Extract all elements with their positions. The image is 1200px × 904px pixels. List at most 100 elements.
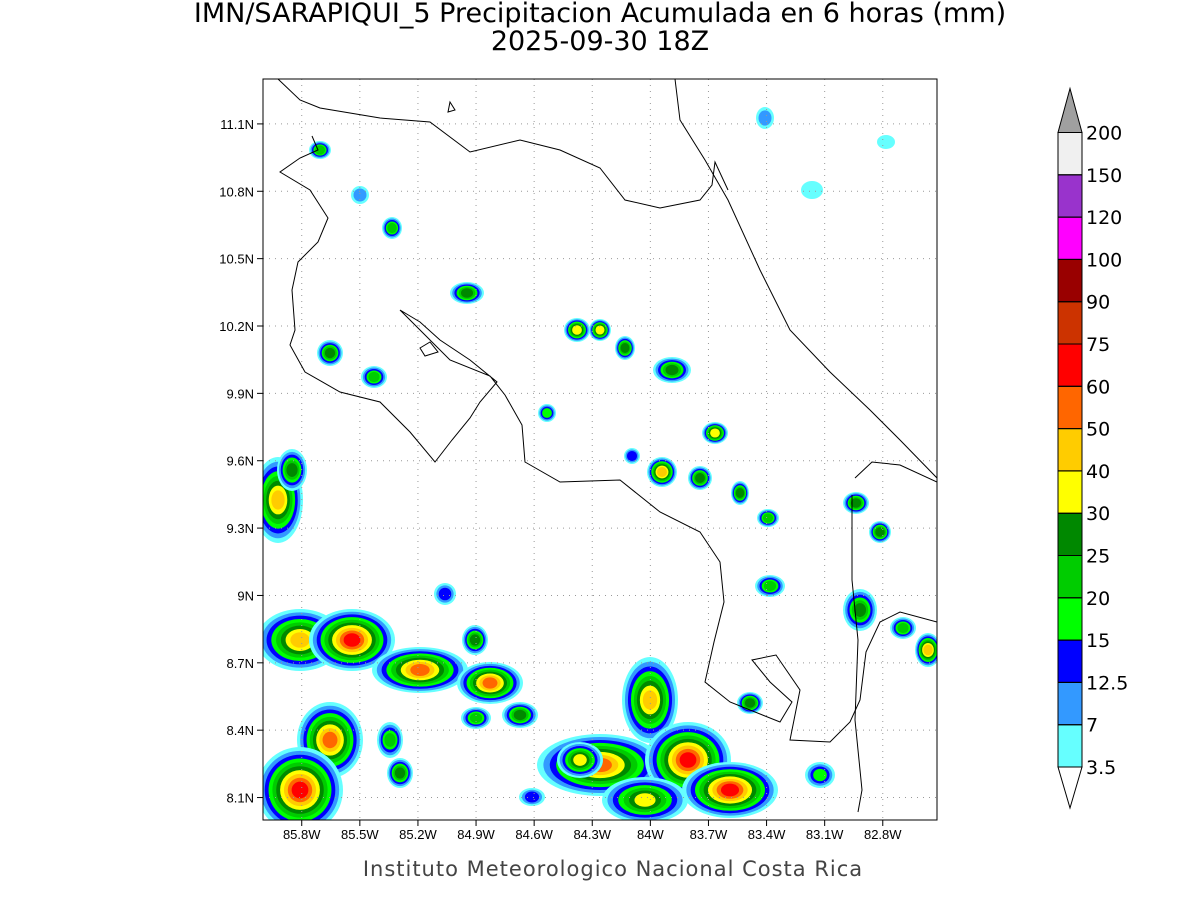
- precip-cell: [387, 222, 397, 234]
- colorbar-label: 40: [1086, 461, 1110, 483]
- x-tick-label: 84W: [637, 827, 664, 842]
- precip-cell: [324, 347, 336, 359]
- colorbar-label: 120: [1086, 207, 1122, 229]
- precip-cell: [469, 634, 481, 646]
- precip-cell: [513, 709, 527, 721]
- precip-cell: [801, 181, 823, 199]
- coast: [854, 461, 937, 483]
- precip-cell: [460, 288, 474, 298]
- precip-cell: [595, 325, 605, 335]
- coast: [674, 79, 937, 479]
- precip-cell: [853, 603, 867, 617]
- x-tick-label: 83.7W: [690, 827, 728, 842]
- precip-cell: [762, 513, 774, 523]
- title: IMN/SARAPIQUI_5 Precipitacion Acumulada …: [194, 0, 1006, 29]
- precip-cell: [813, 768, 827, 782]
- colorbar-box: [1057, 639, 1083, 683]
- colorbar-box: [1057, 174, 1083, 218]
- colorbar-label: 7: [1086, 715, 1098, 737]
- colorbar-box: [1057, 555, 1083, 599]
- colorbar-label: 60: [1086, 376, 1110, 398]
- precip-cell: [572, 325, 582, 335]
- colorbar-box: [1057, 470, 1083, 514]
- precip-cell: [271, 490, 285, 510]
- precip-cell: [469, 712, 483, 724]
- y-tick-label: 9N: [237, 588, 254, 603]
- x-tick-label: 84.3W: [573, 827, 611, 842]
- precip-cell: [850, 498, 862, 508]
- colorbar-label: 150: [1086, 165, 1122, 187]
- precip-cell: [763, 580, 777, 592]
- colorbar-label: 12.5: [1086, 672, 1128, 694]
- colorbar-label: 30: [1086, 503, 1110, 525]
- map-background: [263, 79, 937, 820]
- colorbar-box: [1057, 681, 1083, 726]
- colorbar-box: [1057, 301, 1083, 345]
- precip-cell: [524, 791, 540, 803]
- x-tick-label: 84.9W: [457, 827, 495, 842]
- colorbar-over: [1057, 86, 1083, 133]
- x-tick-label: 85.8W: [283, 827, 321, 842]
- precip-cell: [286, 463, 298, 477]
- precip-cell: [735, 488, 745, 498]
- colorbar-box: [1057, 343, 1083, 387]
- y-tick-label: 10.8N: [219, 184, 254, 199]
- precip-cell: [290, 632, 310, 648]
- colorbar-box: [1057, 258, 1083, 303]
- subtitle: 2025-09-30 18Z: [491, 26, 709, 57]
- colorbar-box: [1057, 512, 1083, 557]
- colorbar-label: 50: [1086, 419, 1110, 441]
- footer: Instituto Meteorologico Nacional Costa R…: [363, 857, 863, 881]
- x-tick-label: 83.1W: [806, 827, 844, 842]
- map-frame: [262, 78, 938, 821]
- colorbar-label: 20: [1086, 588, 1110, 610]
- precip-cell: [410, 664, 430, 676]
- y-tick-label: 11.1N: [220, 117, 254, 132]
- precip-cell: [758, 110, 772, 126]
- precip-cell: [923, 644, 933, 656]
- y-tick-label: 9.9N: [227, 386, 254, 401]
- x-tick-label: 83.4W: [748, 827, 786, 842]
- precip-cell: [438, 587, 452, 601]
- x-tick-label: 84.6W: [515, 827, 553, 842]
- precip-cell: [877, 135, 895, 149]
- colorbar-under: [1057, 766, 1083, 810]
- precip-cell: [573, 754, 587, 766]
- coastlines: [277, 79, 937, 813]
- y-tick-label: 8.7N: [227, 656, 254, 671]
- colorbar-label: 15: [1086, 630, 1110, 652]
- border: [277, 79, 729, 209]
- precip-field: [263, 107, 937, 820]
- precip-cell: [384, 733, 396, 747]
- precip-cell: [353, 188, 367, 202]
- precip-cell: [291, 781, 309, 799]
- precip-cell: [679, 752, 697, 768]
- grid: [257, 79, 937, 826]
- precip-cell: [368, 371, 380, 383]
- precip-cell: [710, 428, 720, 438]
- precip-cell: [620, 343, 630, 353]
- precip-cell: [322, 731, 338, 749]
- colorbar: 3.5 7 12.5 15 20 25 30 40 50 60 75 90 100 120 150 200: [1057, 86, 1128, 810]
- y-tick-label: 8.4N: [227, 723, 254, 738]
- y-tick-label: 8.1N: [227, 791, 254, 806]
- precip-cell: [394, 767, 406, 779]
- colorbar-label: 200: [1086, 123, 1122, 145]
- precip-cell: [720, 783, 740, 797]
- x-tick-label: 85.5W: [341, 827, 379, 842]
- precip-cell: [875, 527, 885, 537]
- colorbar-label: 100: [1086, 249, 1122, 271]
- precip-cell: [657, 467, 667, 477]
- colorbar-box: [1057, 597, 1083, 641]
- y-tick-label: 10.2N: [219, 319, 254, 334]
- colorbar-label: 3.5: [1086, 757, 1116, 779]
- coast: [279, 135, 937, 743]
- precip-cell: [744, 698, 756, 708]
- y-tick-label: 9.3N: [227, 521, 254, 536]
- colorbar-box: [1057, 428, 1083, 472]
- x-tick-label: 82.8W: [864, 827, 902, 842]
- lake: [419, 100, 456, 357]
- x-tick-label: 85.2W: [399, 827, 437, 842]
- colorbar-box: [1057, 385, 1083, 430]
- colorbar-box: [1057, 724, 1083, 768]
